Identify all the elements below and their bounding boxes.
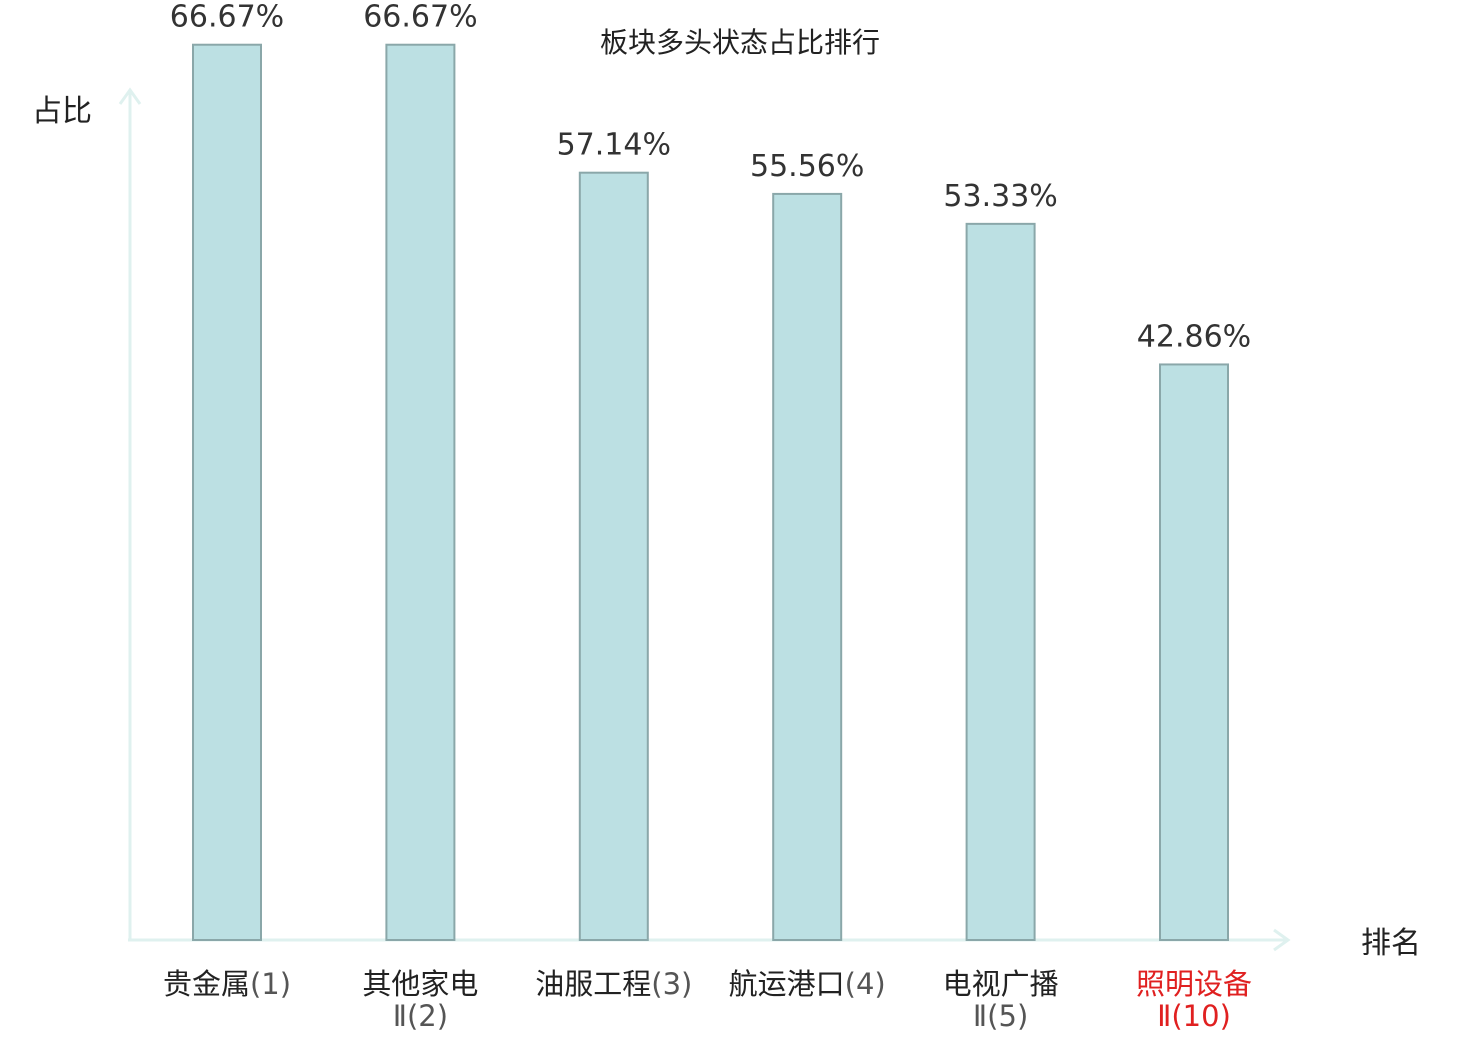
x-axis-label: 排名 [1361, 926, 1421, 961]
tick-label-rank: Ⅱ(2) [393, 999, 448, 1033]
bar [772, 192, 843, 941]
x-axis-arrow [1273, 928, 1291, 952]
data-label: 57.14% [557, 128, 671, 163]
y-axis-label: 占比 [32, 94, 92, 129]
data-label: 53.33% [943, 179, 1057, 214]
tick-label-rank: Ⅱ(10) [1157, 999, 1231, 1033]
bar [385, 43, 456, 941]
bar [1159, 363, 1229, 941]
tick-label: 贵金属(1) [163, 967, 291, 1001]
tick-label: 航运港口(4) [729, 967, 886, 1001]
tick-label: 照明设备 [1136, 967, 1252, 1001]
tick-label: 油服工程(3) [535, 967, 692, 1001]
tick-label: 电视广播 [943, 967, 1059, 1001]
data-label: 42.86% [1137, 319, 1251, 354]
data-label: 66.67% [170, 0, 284, 35]
data-label: 66.67% [363, 0, 477, 35]
y-axis-arrow [118, 87, 142, 105]
bar [965, 222, 1036, 941]
bar [578, 171, 649, 942]
bar [192, 43, 262, 941]
chart-title: 板块多头状态占比排行 [600, 26, 880, 59]
tick-label-rank: Ⅱ(5) [973, 999, 1028, 1033]
tick-label: 其他家电 [362, 967, 478, 1001]
data-label: 55.56% [750, 149, 864, 184]
